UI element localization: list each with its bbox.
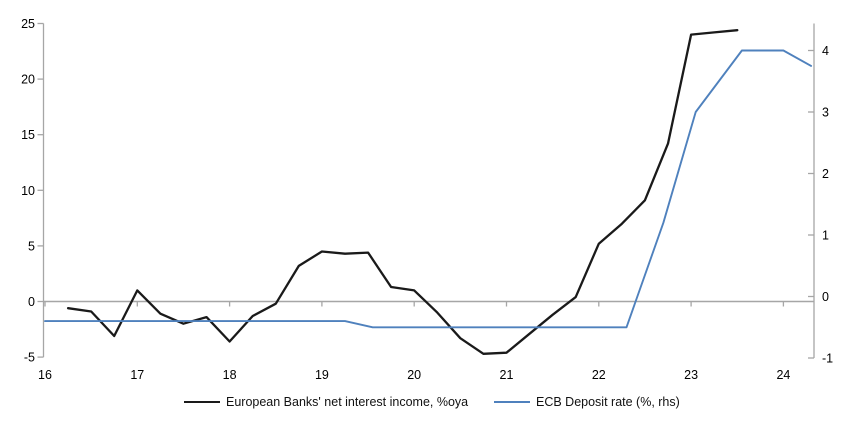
svg-text:0: 0 bbox=[28, 295, 35, 309]
svg-text:1: 1 bbox=[822, 229, 829, 243]
legend-label-ecb-deposit-rate: ECB Deposit rate (%, rhs) bbox=[536, 395, 680, 409]
svg-text:2: 2 bbox=[822, 167, 829, 181]
legend-line-sample-blue bbox=[494, 401, 530, 403]
svg-text:25: 25 bbox=[21, 17, 35, 31]
svg-text:24: 24 bbox=[776, 368, 790, 382]
svg-text:17: 17 bbox=[130, 368, 144, 382]
svg-text:4: 4 bbox=[822, 44, 829, 58]
legend-item-ecb-deposit-rate: ECB Deposit rate (%, rhs) bbox=[494, 394, 680, 410]
svg-text:5: 5 bbox=[28, 239, 35, 253]
svg-text:-1: -1 bbox=[822, 352, 833, 366]
x-axis-zero-line bbox=[43, 300, 814, 307]
svg-text:16: 16 bbox=[38, 368, 52, 382]
svg-text:18: 18 bbox=[223, 368, 237, 382]
y-axis-left: -5 0 5 10 15 20 25 bbox=[21, 17, 45, 365]
svg-text:3: 3 bbox=[822, 106, 829, 120]
y-axis-right: -1 0 1 2 3 4 bbox=[808, 23, 833, 366]
x-axis-labels: 16 17 18 19 20 21 22 23 24 bbox=[38, 368, 790, 382]
svg-text:10: 10 bbox=[21, 184, 35, 198]
legend-label-net-interest-income: European Banks' net interest income, %oy… bbox=[226, 395, 469, 409]
svg-text:-5: -5 bbox=[24, 351, 35, 365]
legend-line-sample-black bbox=[184, 401, 220, 403]
svg-text:20: 20 bbox=[21, 73, 35, 87]
svg-text:20: 20 bbox=[407, 368, 421, 382]
svg-text:21: 21 bbox=[500, 368, 514, 382]
svg-text:15: 15 bbox=[21, 128, 35, 142]
svg-text:0: 0 bbox=[822, 290, 829, 304]
legend-item-net-interest-income: European Banks' net interest income, %oy… bbox=[184, 394, 468, 410]
svg-text:22: 22 bbox=[592, 368, 606, 382]
svg-text:23: 23 bbox=[684, 368, 698, 382]
svg-text:19: 19 bbox=[315, 368, 329, 382]
series-lines bbox=[44, 29, 813, 355]
